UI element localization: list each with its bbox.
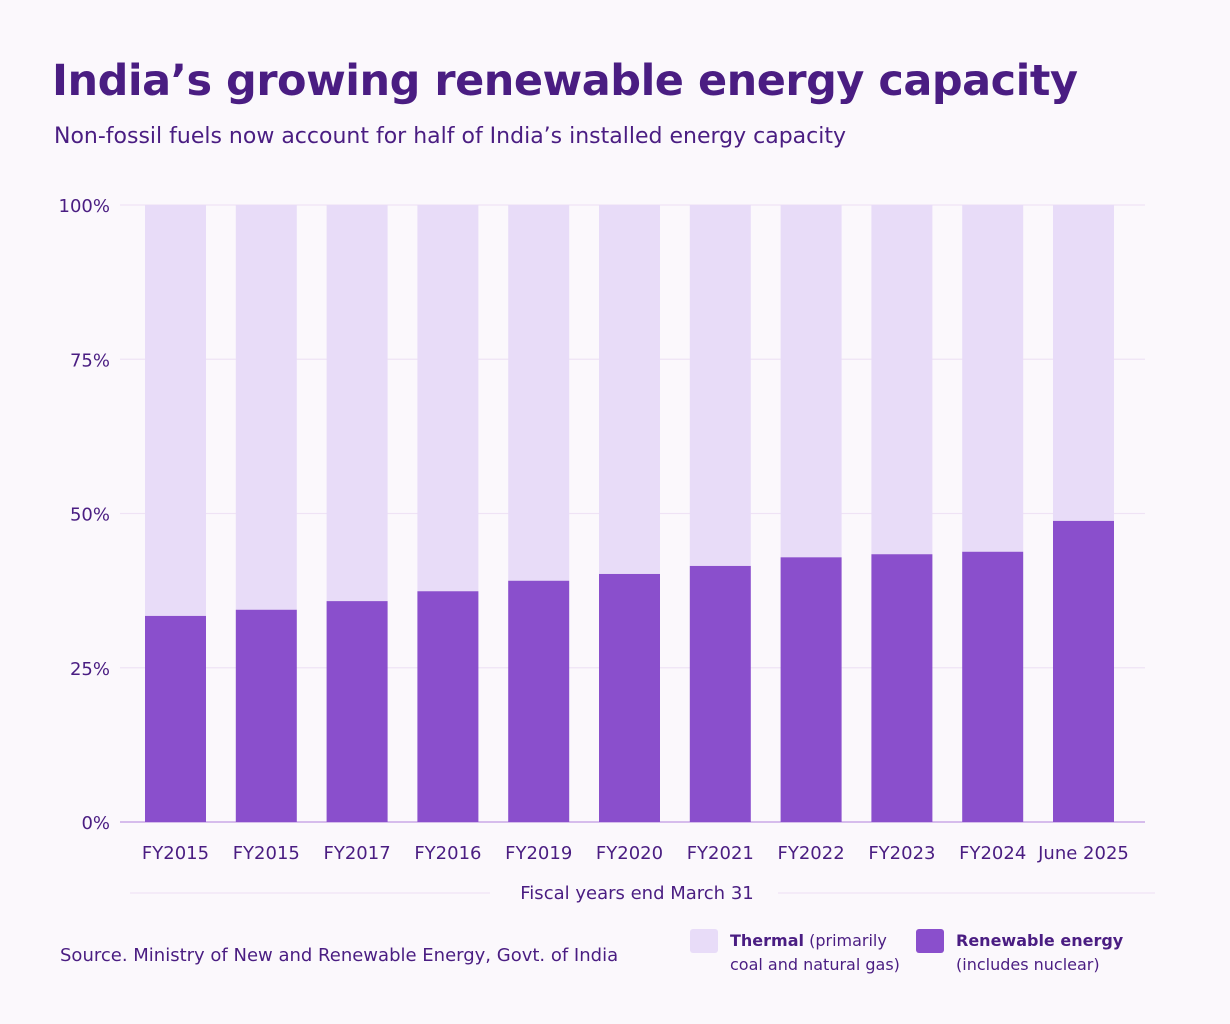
bar-thermal <box>689 205 751 566</box>
x-tick-label: FY2021 <box>687 843 754 864</box>
source-note: Source. Ministry of New and Renewable En… <box>60 945 619 966</box>
bar-renewable <box>417 591 479 822</box>
legend-swatch-thermal <box>690 929 718 953</box>
x-tick-label: FY2019 <box>505 843 572 864</box>
chart-subtitle: Non-fossil fuels now account for half of… <box>54 124 846 149</box>
bar-thermal <box>145 205 206 616</box>
bar-renewable <box>689 565 751 822</box>
bar-renewable <box>1053 520 1114 822</box>
bar-thermal <box>780 205 842 558</box>
bar-thermal <box>962 205 1024 552</box>
legend-thermal: Thermal (primarily coal and natural gas) <box>690 929 900 977</box>
bar-renewable <box>962 551 1024 822</box>
bar-thermal <box>417 205 479 592</box>
x-tick-label: FY2016 <box>414 843 481 864</box>
y-tick-label: 50% <box>70 505 110 526</box>
legend-swatch-renewable <box>916 929 944 953</box>
x-tick-label: FY2015 <box>142 843 209 864</box>
bar-renewable <box>326 601 388 822</box>
x-tick-label: June 2025 <box>1037 843 1129 864</box>
bar-thermal <box>326 205 388 602</box>
y-tick-label: 0% <box>81 813 110 834</box>
bar-renewable <box>780 557 842 822</box>
y-tick-label: 100% <box>59 196 110 217</box>
bar-renewable <box>235 609 297 822</box>
x-tick-label: FY2020 <box>596 843 663 864</box>
bar-renewable <box>145 615 206 822</box>
bar-thermal <box>871 205 933 555</box>
bar-thermal <box>508 205 570 581</box>
legend-thermal-note: (primarily <box>804 931 887 950</box>
x-axis-label: Fiscal years end March 31 <box>520 883 753 904</box>
bar-thermal <box>1053 205 1114 521</box>
bar-renewable <box>599 573 660 822</box>
legend-renewable-note: (includes nuclear) <box>956 955 1100 974</box>
bar-renewable <box>508 580 570 822</box>
legend-renewable-label: Renewable energy <box>956 931 1124 950</box>
x-tick-label: FY2015 <box>233 843 300 864</box>
x-tick-label: FY2022 <box>778 843 845 864</box>
bar-thermal <box>235 205 297 610</box>
chart-title: India’s growing renewable energy capacit… <box>52 56 1078 106</box>
legend-thermal-note-2: coal and natural gas) <box>730 955 900 974</box>
y-tick-label: 75% <box>70 350 110 371</box>
x-tick-label: FY2023 <box>868 843 935 864</box>
bar-thermal <box>599 205 660 574</box>
x-tick-label: FY2017 <box>324 843 391 864</box>
legend-renewable: Renewable energy (includes nuclear) <box>916 929 1123 977</box>
legend-thermal-label: Thermal <box>730 931 804 950</box>
x-tick-label: FY2024 <box>959 843 1026 864</box>
bar-renewable <box>871 554 933 822</box>
y-tick-label: 25% <box>70 659 110 680</box>
